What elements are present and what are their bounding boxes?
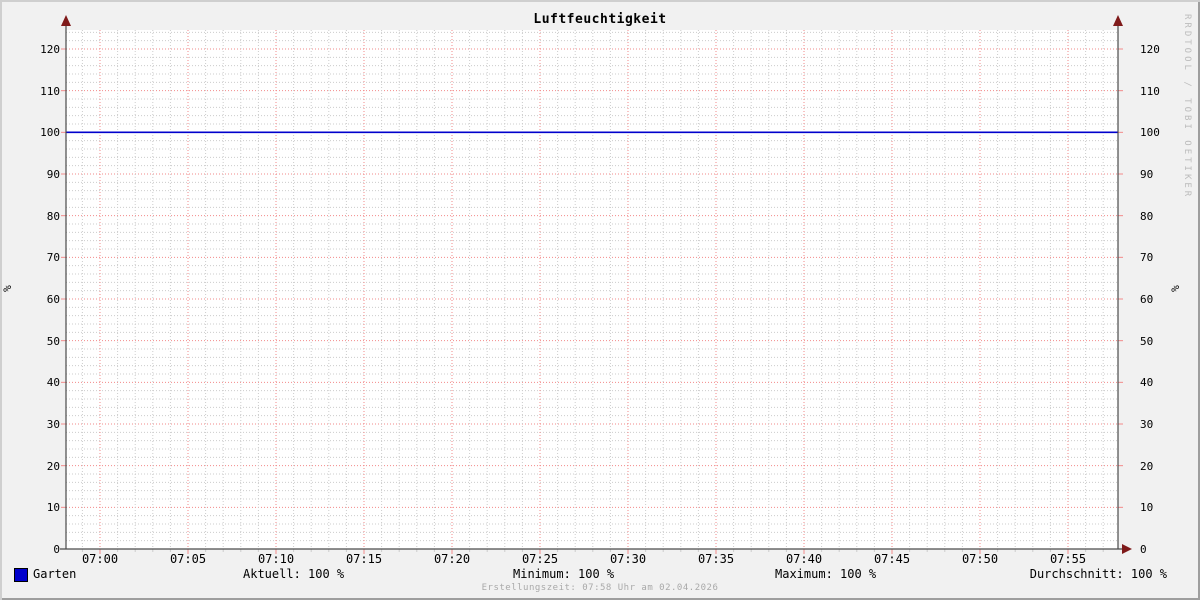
stat-durchschnitt: Durchschnitt: 100 %	[1029, 567, 1167, 581]
y-axis-arrow-right	[1113, 15, 1123, 26]
y-tick-label: 70	[46, 251, 60, 264]
stat-maximum: Maximum: 100 %	[775, 567, 877, 581]
generation-timestamp: Erstellungszeit: 07:58 Uhr am 02.04.2026	[481, 583, 719, 593]
y-axis-unit-left: %	[0, 285, 14, 292]
y-tick-label: 50	[1140, 335, 1154, 348]
y-tick-label: 40	[46, 376, 60, 389]
y-tick-label: 90	[1140, 168, 1154, 181]
legend-color-swatch	[14, 568, 28, 582]
plot-background	[66, 30, 1118, 549]
y-tick-label: 120	[1140, 43, 1160, 56]
x-tick-label: 07:45	[873, 552, 911, 566]
chart-title: Luftfeuchtigkeit	[533, 12, 667, 27]
x-tick-label: 07:50	[961, 552, 999, 566]
y-tick-label: 20	[46, 460, 60, 473]
y-tick-label: 60	[1140, 293, 1154, 306]
y-tick-label: 0	[1140, 543, 1147, 556]
y-tick-label: 80	[46, 210, 60, 223]
stat-aktuell: Aktuell: 100 %	[243, 567, 345, 581]
rrdtool-watermark: RRDTOOL / TOBI OETIKER	[1182, 14, 1192, 200]
y-tick-label: 70	[1140, 251, 1154, 264]
y-tick-label: 20	[1140, 460, 1154, 473]
y-tick-label: 10	[1140, 501, 1154, 514]
y-tick-label: 90	[46, 168, 60, 181]
x-tick-label: 07:30	[609, 552, 647, 566]
y-tick-label: 10	[46, 501, 60, 514]
y-tick-label: 40	[1140, 376, 1154, 389]
y-tick-label: 110	[1140, 85, 1160, 98]
legend-series-label: Garten	[33, 567, 77, 581]
x-axis-arrow	[1122, 544, 1132, 554]
x-tick-label: 07:00	[81, 552, 119, 566]
x-tick-label: 07:10	[257, 552, 295, 566]
stat-minimum: Minimum: 100 %	[513, 567, 615, 581]
y-tick-label: 110	[40, 85, 60, 98]
y-axis-unit-right: %	[1168, 285, 1182, 292]
x-tick-label: 07:55	[1049, 552, 1087, 566]
y-tick-label: 0	[53, 543, 60, 556]
x-tick-label: 07:25	[521, 552, 559, 566]
x-tick-label: 07:05	[169, 552, 207, 566]
y-tick-label: 100	[40, 126, 60, 139]
y-axis-arrow-left	[61, 15, 71, 26]
y-tick-label: 120	[40, 43, 60, 56]
y-tick-label: 50	[46, 335, 60, 348]
y-tick-label: 30	[46, 418, 60, 431]
y-tick-label: 100	[1140, 126, 1160, 139]
x-tick-label: 07:20	[433, 552, 471, 566]
y-tick-label: 60	[46, 293, 60, 306]
y-tick-label: 80	[1140, 210, 1154, 223]
y-tick-label: 30	[1140, 418, 1154, 431]
x-tick-label: 07:35	[697, 552, 735, 566]
x-tick-label: 07:40	[785, 552, 823, 566]
x-tick-label: 07:15	[345, 552, 383, 566]
